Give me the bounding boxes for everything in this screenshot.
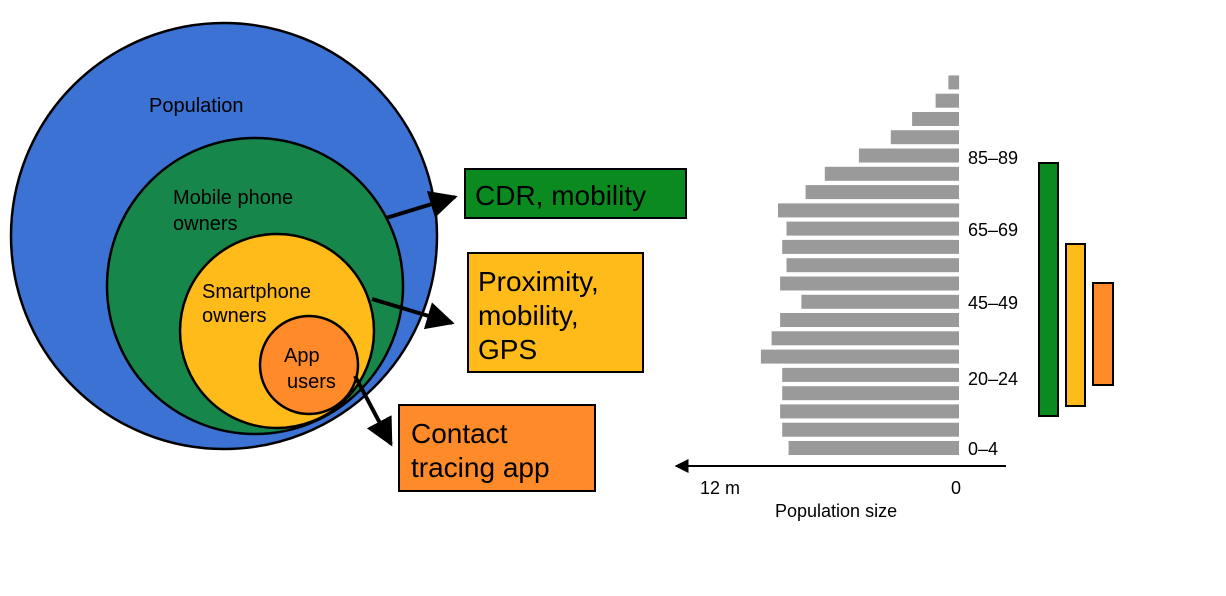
population-label: Population	[149, 95, 244, 117]
contact-tracing-label-line1: Contact	[411, 418, 508, 449]
smartphone-coverage-bar	[1065, 243, 1086, 407]
age-tick-label: 20–24	[968, 369, 1018, 389]
proximity-box	[467, 252, 644, 373]
population-bar	[760, 349, 959, 364]
mobile-owners-label-line1: Mobile phone	[173, 187, 293, 209]
population-bar	[782, 422, 959, 437]
proximity-label-line2: mobility,	[478, 300, 579, 331]
age-tick-label: 65–69	[968, 220, 1018, 240]
x-tick-label-max: 12 m	[700, 478, 740, 498]
app-users-label-line1: App	[284, 345, 320, 367]
population-bar	[824, 166, 959, 181]
cdr-mobility-box	[464, 168, 687, 219]
population-bar	[778, 203, 960, 218]
proximity-label-line1: Proximity,	[478, 266, 599, 297]
mobile-coverage-bar	[1038, 162, 1059, 417]
proximity-label-line3: GPS	[478, 334, 537, 365]
x-axis-title: Population size	[775, 501, 897, 521]
mobile-owners-label-line2: owners	[173, 213, 237, 235]
population-bar	[935, 93, 959, 108]
population-bar	[780, 276, 959, 291]
population-bar	[782, 239, 959, 254]
population-bar	[948, 75, 960, 90]
cdr-mobility-label: CDR, mobility	[475, 180, 646, 211]
app-users-circle	[258, 314, 360, 416]
age-tick-label: 0–4	[968, 439, 998, 459]
population-bar	[858, 148, 959, 163]
smartphone-owners-label-line1: Smartphone	[202, 281, 311, 303]
age-tick-label: 45–49	[968, 293, 1018, 313]
population-bar	[788, 441, 959, 455]
population-bar	[780, 404, 959, 419]
population-bar	[805, 185, 959, 200]
app-coverage-bar	[1092, 282, 1114, 386]
population-bar	[801, 294, 959, 309]
arrow-smartphone-to-proximity	[371, 297, 455, 330]
population-bar	[782, 386, 959, 401]
smartphone-owners-label-line2: owners	[202, 305, 266, 327]
population-bar	[771, 331, 959, 346]
age-tick-label: 85–89	[968, 148, 1018, 168]
contact-tracing-label-line2: tracing app	[411, 452, 550, 483]
population-bar	[786, 258, 959, 273]
x-tick-label-zero: 0	[951, 478, 961, 498]
app-users-label-line2: users	[287, 371, 336, 393]
population-bar	[786, 221, 959, 236]
arrow-mobile-to-cdr	[385, 190, 458, 220]
population-bar	[782, 367, 959, 382]
population-bar	[912, 112, 959, 126]
population-bar	[890, 130, 959, 145]
arrow-app-to-contact	[353, 375, 393, 447]
population-bar	[780, 313, 959, 327]
contact-tracing-box	[398, 404, 596, 492]
population-bars	[760, 75, 960, 455]
